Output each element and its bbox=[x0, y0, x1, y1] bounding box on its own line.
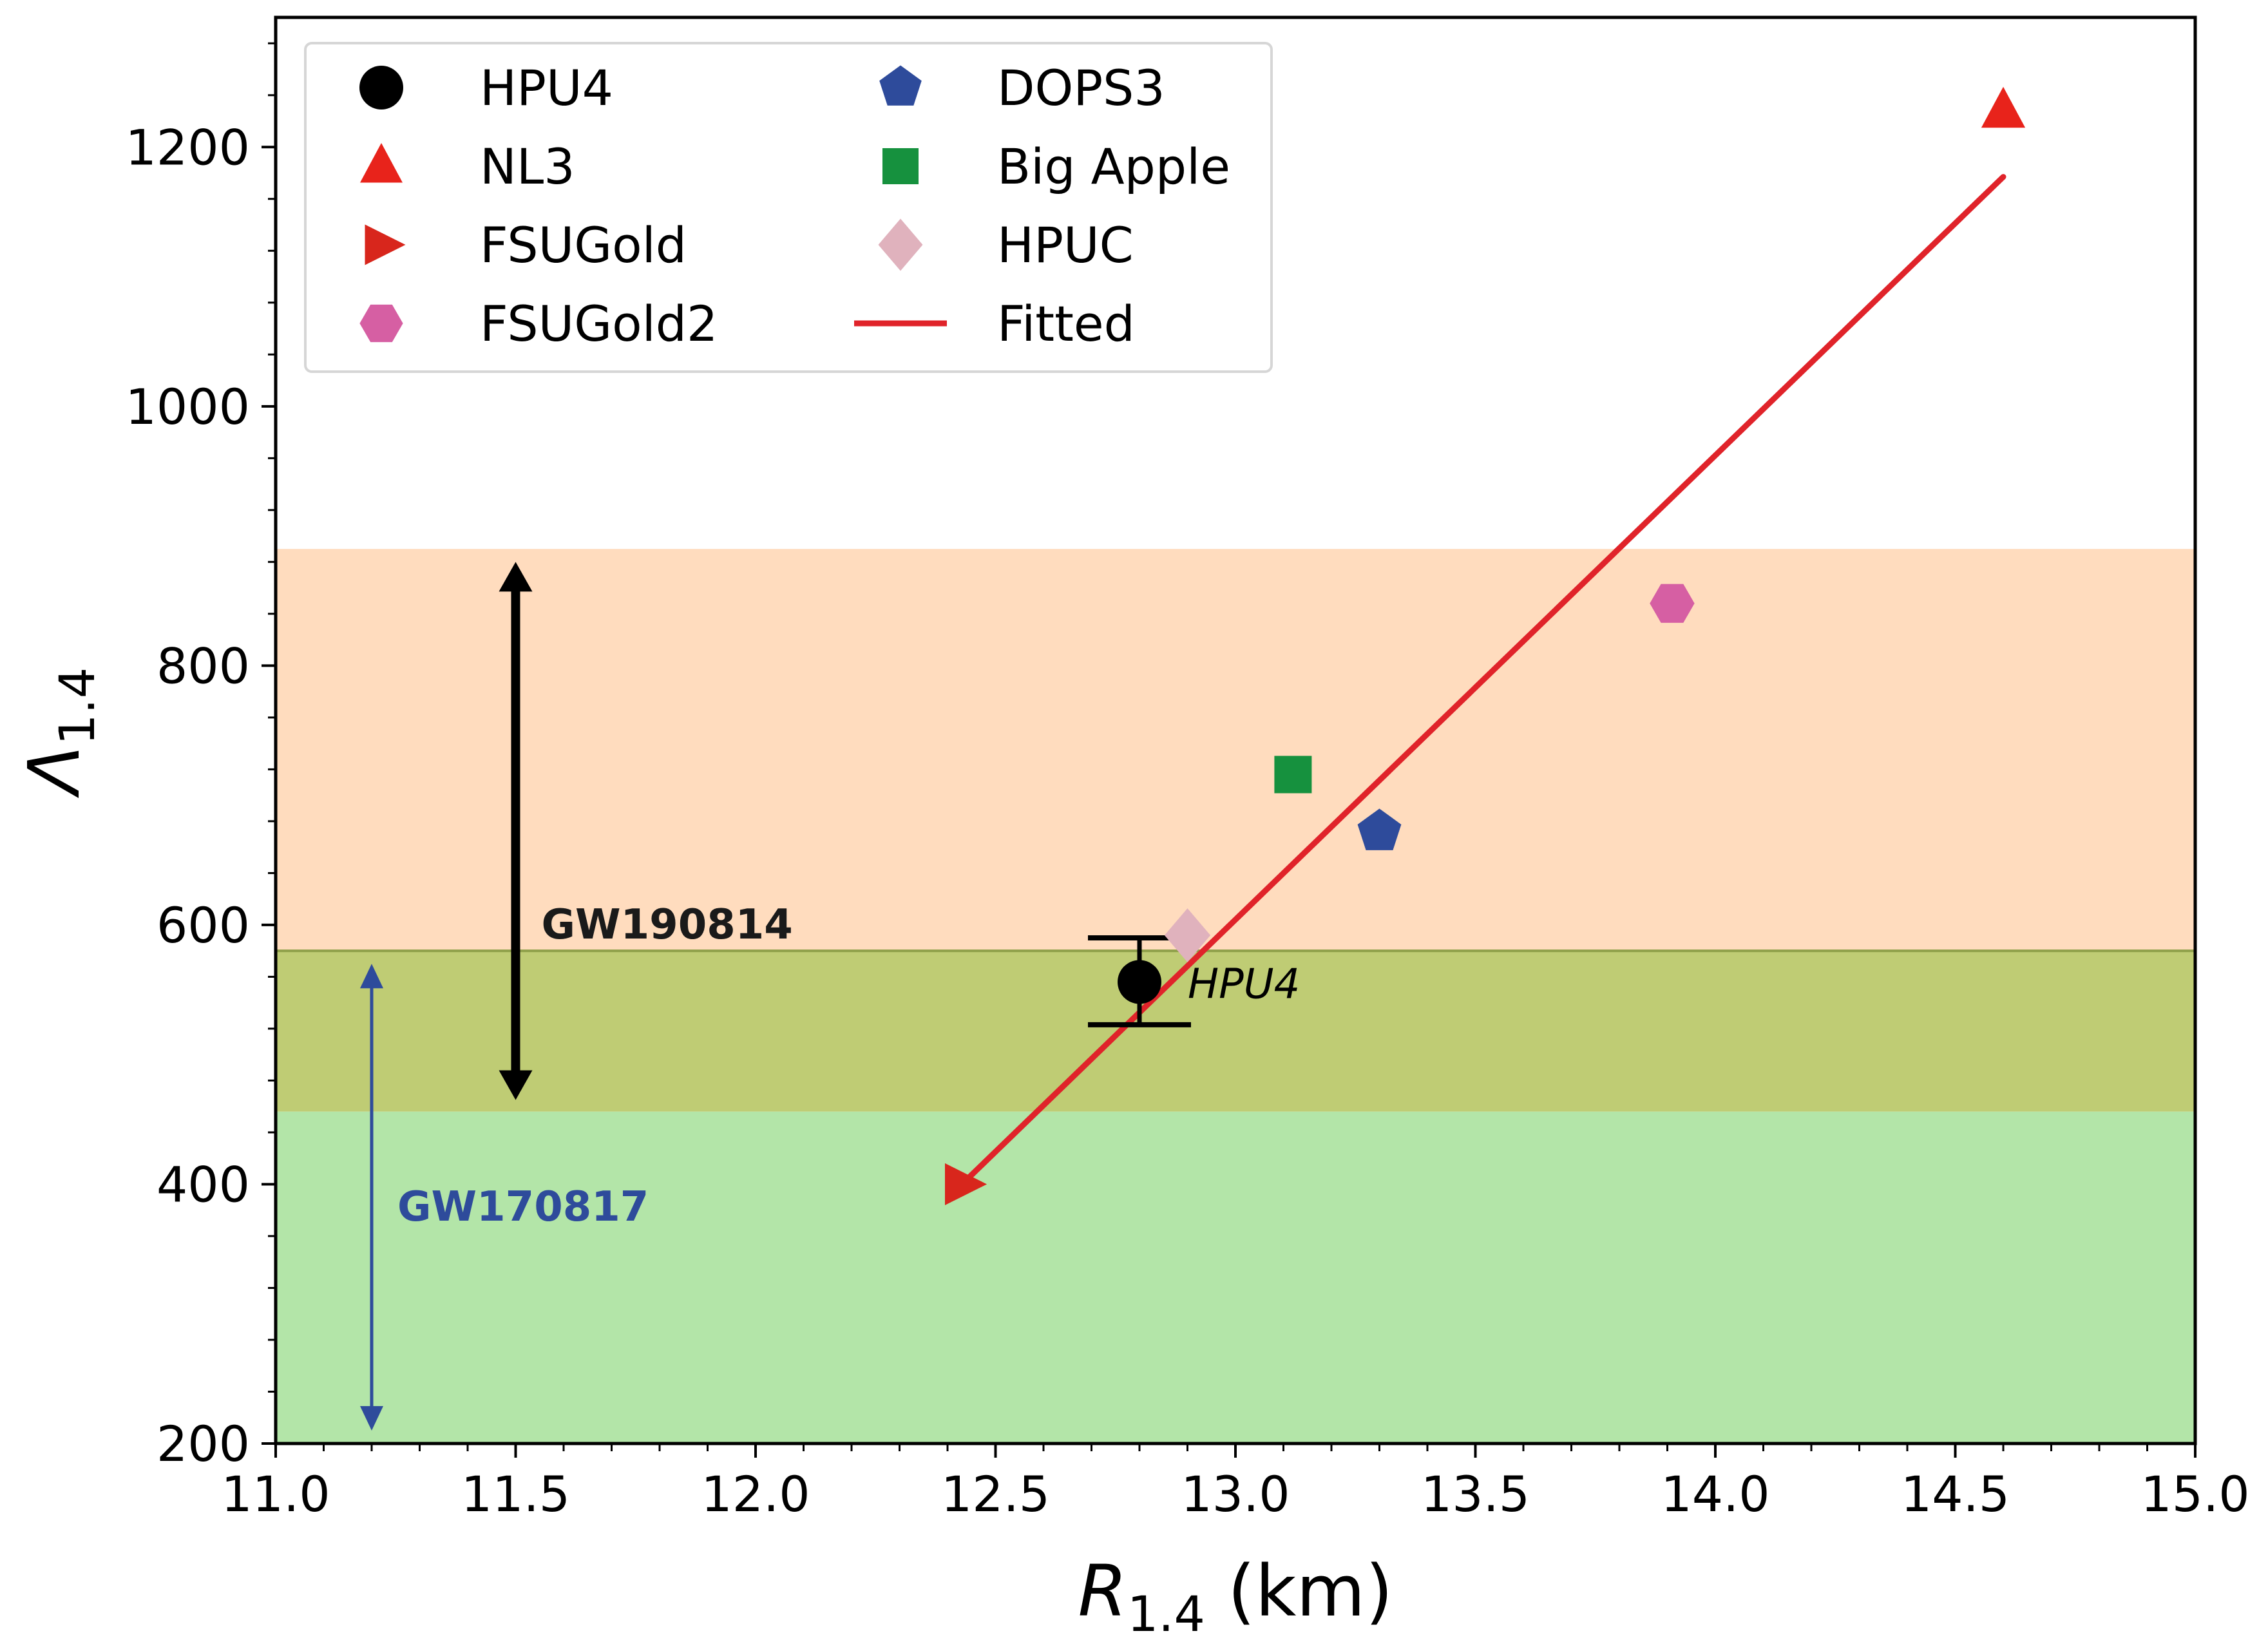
legend-label: FSUGold2 bbox=[480, 295, 718, 352]
plot-frame bbox=[274, 15, 2197, 1445]
band-gw190814 bbox=[276, 549, 2195, 951]
arrow-head bbox=[360, 1406, 383, 1431]
point-fsugold2 bbox=[1650, 584, 1695, 623]
point-hpu4 bbox=[1118, 960, 1161, 1004]
x-tick-label: 12.5 bbox=[941, 1465, 1050, 1523]
legend-marker-big-apple bbox=[882, 148, 919, 184]
y-axis-label: Λ1.4 bbox=[13, 667, 106, 798]
point-big-apple bbox=[1274, 756, 1312, 794]
arrow-head bbox=[360, 964, 383, 989]
band-overlap bbox=[276, 951, 2195, 1112]
legend-marker-fsugold bbox=[365, 224, 406, 265]
legend-marker-hpu4 bbox=[359, 66, 403, 110]
y-tick-label: 800 bbox=[157, 637, 250, 694]
point-nl3 bbox=[1981, 86, 2026, 128]
x-tick-label: 11.0 bbox=[221, 1465, 330, 1523]
arrow-head bbox=[499, 1070, 533, 1100]
point-dops3 bbox=[1357, 808, 1402, 850]
legend-marker-nl3 bbox=[360, 143, 403, 183]
x-tick-label: 14.5 bbox=[1901, 1465, 2010, 1523]
x-axis-label: R1.4 (km) bbox=[1078, 1550, 1393, 1643]
x-tick-label: 11.5 bbox=[461, 1465, 570, 1523]
data-points: HPU4 bbox=[945, 86, 2026, 1206]
legend-label: Big Apple bbox=[997, 138, 1230, 195]
legend-frame bbox=[304, 42, 1273, 373]
legend-label: HPUC bbox=[997, 216, 1134, 274]
x-tick-label: 12.0 bbox=[701, 1465, 810, 1523]
y-tick-label: 200 bbox=[157, 1415, 250, 1473]
point-hpuc bbox=[1164, 908, 1211, 962]
x-tick-label: 14.0 bbox=[1661, 1465, 1769, 1523]
x-tick-label: 15.0 bbox=[2140, 1465, 2249, 1523]
point-label-hpu4: HPU4 bbox=[1188, 960, 1300, 1008]
x-tick-label: 13.0 bbox=[1181, 1465, 1290, 1523]
y-tick-label: 1200 bbox=[126, 119, 250, 176]
legend-marker-fsugold2 bbox=[359, 304, 403, 343]
y-tick-label: 600 bbox=[157, 897, 250, 954]
legend-label: DOPS3 bbox=[997, 59, 1165, 117]
point-fsugold bbox=[945, 1163, 987, 1206]
legend-marker-dops3 bbox=[879, 65, 922, 106]
shaded-bands bbox=[276, 549, 2195, 1444]
legend-label: HPU4 bbox=[480, 59, 613, 117]
legend-label: NL3 bbox=[480, 138, 575, 195]
y-tick-label: 1000 bbox=[126, 378, 250, 435]
x-tick-label: 13.5 bbox=[1421, 1465, 1530, 1523]
fit-line-layer bbox=[958, 174, 2006, 1187]
legend-marker-hpuc bbox=[878, 218, 923, 271]
legend-label: FSUGold bbox=[480, 216, 687, 274]
y-tick-label: 400 bbox=[157, 1156, 250, 1213]
annotations: GW190814 GW170817 bbox=[360, 562, 793, 1431]
legend: HPU4 NL3 FSUGold FSUGold2 DOPS3 Big Apple HPUC… bbox=[304, 42, 1273, 373]
arrow-head bbox=[499, 562, 533, 592]
legend-label: Fitted bbox=[997, 295, 1135, 352]
annotation-label: GW170817 bbox=[397, 1183, 649, 1231]
annotation-label: GW190814 bbox=[542, 901, 793, 949]
fit-line bbox=[958, 174, 2006, 1187]
band-gw170817 bbox=[276, 1111, 2195, 1444]
